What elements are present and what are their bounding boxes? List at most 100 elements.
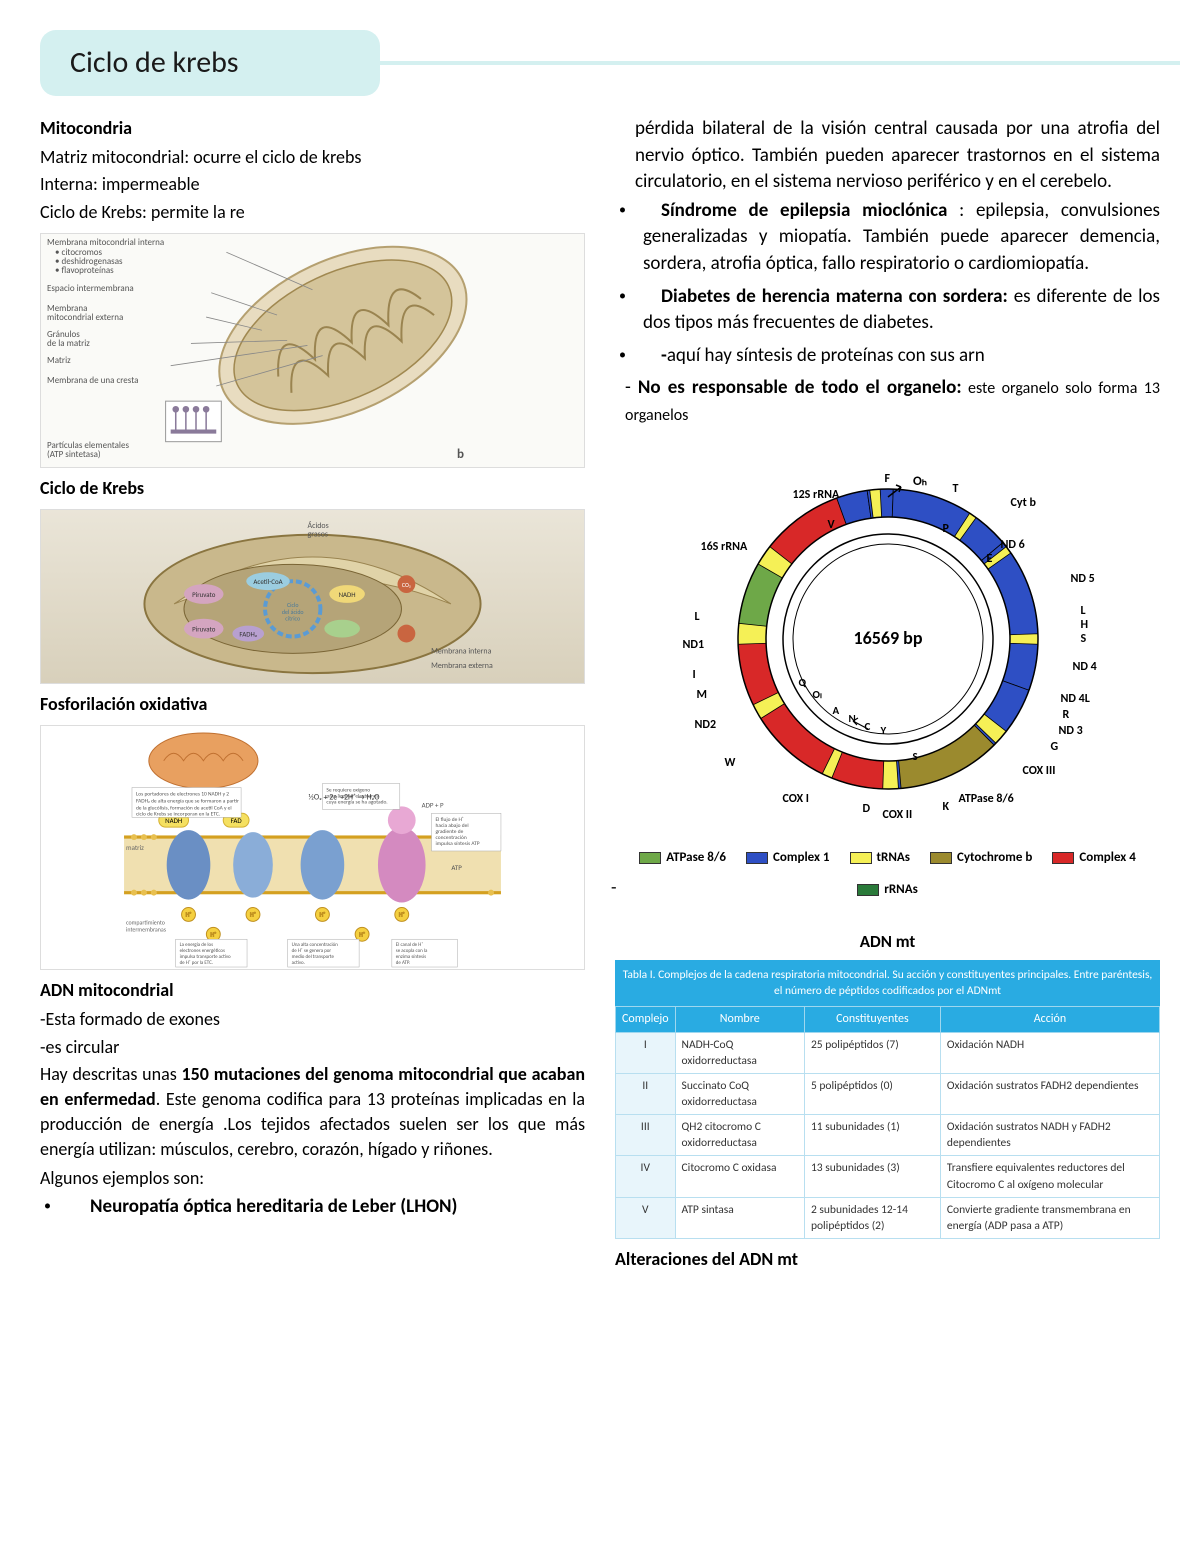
table-cell: IV — [616, 1156, 676, 1197]
figure-krebs-cycle: Piruvato Piruvato Acetil-CoA NADH FADH₂ … — [40, 509, 585, 684]
legend-swatch — [857, 884, 879, 896]
legend-swatch — [1052, 852, 1074, 864]
table-cell: 2 subunidades 12-14 polipéptidos (2) — [804, 1197, 940, 1238]
mtdna-lbl-R: R — [1063, 707, 1070, 724]
bullet-diabetes: • Diabetes de herencia materna con sorde… — [615, 284, 1160, 337]
right-top-paragraph: pérdida bilateral de la visión central c… — [615, 116, 1160, 196]
legend-item: Cytochrome b — [930, 849, 1032, 867]
legend-label: rRNAs — [884, 881, 918, 899]
svg-text:Acetil-CoA: Acetil-CoA — [253, 577, 282, 586]
legend-label: Complex 1 — [773, 849, 829, 867]
title-bar: Ciclo de krebs — [40, 30, 380, 96]
mtdna-lbl-P: P — [943, 521, 949, 538]
svg-text:H⁺: H⁺ — [250, 911, 256, 919]
mtdna-lbl-L2: L — [1081, 603, 1086, 620]
mtdna-lbl-E: E — [987, 551, 993, 568]
bullet-dot-icon: • — [619, 200, 626, 220]
legend-item: rRNAs — [857, 881, 918, 899]
svg-text:activo.: activo. — [292, 960, 305, 966]
svg-text:NADH: NADH — [339, 590, 356, 599]
right-column: pérdida bilateral de la visión central c… — [615, 116, 1160, 1276]
table-cell: V — [616, 1197, 676, 1238]
table-cell: Transfiere equivalentes reductores del C… — [940, 1156, 1159, 1197]
mtdna-lbl-Y: Y — [881, 723, 887, 738]
svg-text:FADH₂: FADH₂ — [239, 629, 257, 638]
svg-text:Oₕ: Oₕ — [913, 474, 927, 489]
heading-krebs: Ciclo de Krebs — [40, 476, 585, 501]
table-row: IISuccinato CoQ oxidorreductasa5 polipép… — [616, 1074, 1160, 1115]
mtdna-lbl-N: N — [849, 711, 856, 726]
adn-line-2: -es circular — [40, 1035, 585, 1060]
heading-mitocondria: Mitocondria — [40, 116, 585, 141]
table-caption: Tabla I. Complejos de la cadena respirat… — [615, 960, 1160, 1006]
legend-label: Cytochrome b — [957, 849, 1032, 867]
svg-text:Piruvato: Piruvato — [192, 590, 216, 599]
table-header-cell: Acción — [940, 1007, 1159, 1033]
mtdna-lbl-S2: S — [913, 749, 918, 764]
adn-paragraph: Hay descritas unas 150 mutaciones del ge… — [40, 1062, 585, 1163]
legend-item: Complex 4 — [1052, 849, 1135, 867]
mtdna-lbl-ND4: ND 4 — [1073, 659, 1097, 676]
fig1-label-flavoproteins: • flavoproteínas — [55, 266, 114, 276]
table-cell: Oxidación NADH — [940, 1032, 1159, 1073]
table-header-cell: Constituyentes — [804, 1007, 940, 1033]
legend-label: Complex 4 — [1079, 849, 1135, 867]
bullet-diabetes-bold: Diabetes de herencia materna con sordera… — [661, 285, 1008, 308]
bullet-epilepsy: • Síndrome de epilepsia mioclónica : epi… — [615, 198, 1160, 278]
mtdna-lbl-I: I — [693, 667, 696, 684]
svg-text:H⁺: H⁺ — [186, 911, 192, 919]
mtdna-lbl-16S: 16S rRNA — [701, 539, 748, 556]
table-cell: Citocromo C oxidasa — [675, 1156, 804, 1197]
table-row: VATP sintasa2 subunidades 12-14 polipépt… — [616, 1197, 1160, 1238]
heading-alteraciones: Alteraciones del ADN mt — [615, 1247, 1160, 1272]
fig1-label-intermembrane: Espacio intermembrana — [47, 284, 134, 294]
svg-text:CO₂: CO₂ — [402, 581, 411, 589]
left-column: Mitocondria Matriz mitocondrial: ocurre … — [40, 116, 585, 1276]
legend-item: ATPase 8/6 — [639, 849, 726, 867]
svg-text:El flujo de H⁺: El flujo de H⁺ — [435, 816, 463, 823]
table-cell: Oxidación sustratos NADH y FADH2 dependi… — [940, 1115, 1159, 1156]
svg-text:ATP: ATP — [451, 863, 462, 872]
mtdna-lbl-12S: 12S rRNA — [793, 487, 840, 504]
table-header-cell: Nombre — [675, 1007, 804, 1033]
mito-line-3: Ciclo de Krebs: permite la re — [40, 200, 585, 225]
caption-adn-mt: ADN mt — [615, 930, 1160, 954]
legend-swatch — [746, 852, 768, 864]
mtdna-lbl-L1: L — [695, 609, 700, 626]
table-cell: 25 polipéptidos (7) — [804, 1032, 940, 1073]
mtdna-lbl-ND3: ND 3 — [1059, 723, 1083, 740]
legend-item: tRNAs — [850, 849, 910, 867]
table-cell: III — [616, 1115, 676, 1156]
mtdna-lbl-ND6: ND 6 — [1001, 537, 1025, 554]
content-columns: Mitocondria Matriz mitocondrial: ocurre … — [40, 116, 1160, 1276]
examples-intro: Algunos ejemplos son: — [40, 1166, 585, 1191]
fig1-label-matrix: Matriz — [47, 356, 71, 366]
fig1-label-granules-2: de la matriz — [47, 339, 90, 349]
table-cell: NADH-CoQ oxidorreductasa — [675, 1032, 804, 1073]
table-complexes: Tabla I. Complejos de la cadena respirat… — [615, 960, 1160, 1239]
bullet-dot-icon: • — [619, 345, 626, 365]
table-cell: QH2 citocromo C oxidorreductasa — [675, 1115, 804, 1156]
figure-mitochondrion-section: Membrana mitocondrial interna • citocrom… — [40, 233, 585, 468]
dash-organelo-bold: No es responsable de todo el organelo: — [638, 376, 962, 399]
svg-text:H⁺: H⁺ — [319, 911, 325, 919]
mtdna-lbl-V: V — [828, 517, 835, 534]
mtdna-lbl-Ol: Oₗ — [813, 687, 822, 702]
table-header-cell: Complejo — [616, 1007, 676, 1033]
fig1-label-cresta: Membrana de una cresta — [47, 376, 138, 386]
svg-text:intermembranas: intermembranas — [126, 925, 167, 933]
table-cell: 11 subunidades (1) — [804, 1115, 940, 1156]
svg-text:H⁺: H⁺ — [399, 911, 405, 919]
table-row: IIIQH2 citocromo C oxidorreductasa11 sub… — [616, 1115, 1160, 1156]
legend-label: ATPase 8/6 — [666, 849, 726, 867]
table-cell: ATP sintasa — [675, 1197, 804, 1238]
adn-line-1: -Esta formado de exones — [40, 1007, 585, 1032]
svg-text:ADP + P: ADP + P — [422, 800, 444, 809]
mtdna-lbl-COXII: COX II — [883, 807, 913, 824]
mtdna-lbl-A: A — [833, 703, 840, 718]
svg-text:NADH: NADH — [165, 816, 182, 825]
svg-text:impulsa síntesis ATP: impulsa síntesis ATP — [435, 841, 479, 847]
svg-text:H⁺: H⁺ — [359, 930, 365, 938]
svg-text:de ATP.: de ATP. — [396, 960, 410, 966]
svg-text:ciclo de Krebs se incorporan e: ciclo de Krebs se incorporan en la ETC. — [136, 811, 221, 817]
